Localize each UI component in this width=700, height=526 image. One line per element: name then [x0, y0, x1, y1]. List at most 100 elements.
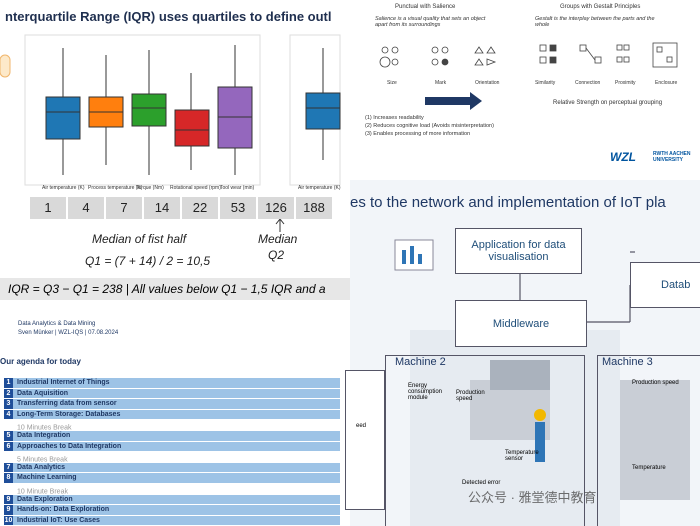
annotation: Q2 [268, 248, 285, 262]
boxplot-figure [0, 34, 341, 186]
agenda-row: 9 Hands-on: Data Exploration [4, 505, 340, 515]
number-cell: 7 [106, 197, 144, 219]
agenda-number: 3 [4, 399, 13, 409]
text: Gestalt is the interplay between the par… [535, 16, 655, 28]
agenda-row: 2 Data Aquisition [4, 388, 340, 399]
iqr-slide: nterquartile Range (IQR) uses quartiles … [0, 0, 350, 305]
machine-3-frame [597, 355, 700, 526]
machine-2-frame [385, 355, 585, 526]
number-cell: 126 [258, 197, 296, 219]
number-cell: 53 [220, 197, 258, 219]
agenda-row: 10 Minutes Break [4, 420, 340, 432]
benefit: (3) Enables processing of more informati… [365, 131, 471, 137]
slide-title: es to the network and implementation of … [350, 194, 666, 211]
agenda-row: 1 Industrial Internet of Things [4, 378, 340, 388]
machine-label: Machine 3 [602, 356, 653, 368]
heading: Punctual with Salience [395, 4, 456, 10]
agenda-item: Data Exploration [17, 495, 73, 503]
label: Connection [575, 80, 601, 86]
agenda-item: Data Analytics [17, 463, 65, 471]
agenda-row: 3 Transferring data from sensor [4, 399, 340, 409]
agenda-number: 6 [4, 441, 13, 452]
agenda-row: 9 Data Exploration [4, 494, 340, 505]
arrow [275, 219, 285, 232]
agenda-number: 2 [4, 388, 13, 399]
agenda-slide: Data Analytics & Data Mining Sven Münker… [0, 305, 350, 526]
agenda-item: Machine Learning [17, 474, 77, 482]
number-cell: 22 [182, 197, 220, 219]
number-cell: 4 [68, 197, 106, 219]
slide-title: nterquartile Range (IQR) uses quartiles … [5, 9, 332, 24]
logo: WZL [610, 150, 636, 164]
agenda-item: 10 Minutes Break [17, 424, 72, 432]
heading: Groups with Gestalt Principles [560, 4, 641, 10]
middleware-box: Middleware [455, 300, 587, 347]
benefit: (2) Reduces cognitive load (Avoids misin… [365, 123, 494, 129]
agenda-item: Industrial Internet of Things [17, 379, 110, 386]
gestalt-slide: Punctual with Salience Salience is a vis… [355, 0, 700, 180]
number-cell: 14 [144, 197, 182, 219]
agenda-row: 10 Industrial IoT: Use Cases [4, 515, 340, 526]
agenda-item: 10 Minute Break [17, 488, 68, 496]
agenda-number: 7 [4, 462, 13, 473]
agenda-number: 4 [4, 409, 13, 420]
label: Mark [435, 80, 447, 86]
agenda-number: 5 [4, 431, 13, 441]
agenda-number: 10 [4, 515, 13, 526]
watermark: 公众号 · 雅堂德中教育 [468, 490, 597, 505]
agenda-number [4, 452, 13, 462]
label: Proximity [615, 80, 636, 86]
agenda-item: Long-Term Storage: Databases [17, 410, 121, 418]
agenda-item: Hands-on: Data Exploration [17, 506, 110, 514]
text: Salience is a visual quality that sets a… [375, 16, 486, 28]
iqr-bar: IQR = Q3 − Q1 = 238 | All values below Q… [0, 278, 350, 300]
strength: Relative Strength on perceptual grouping [553, 100, 663, 106]
agenda-heading: Our agenda for today [0, 357, 81, 366]
agenda-row: 8 Machine Learning [4, 473, 340, 483]
agenda-item: 5 Minutes Break [17, 456, 68, 464]
box-caption: Air temperature (K) [298, 185, 341, 191]
iot-label: Energy consumption module [408, 383, 443, 401]
agenda-number: 8 [4, 473, 13, 483]
agenda-number [4, 484, 13, 494]
iot-label: Production speed [456, 390, 485, 402]
connections [394, 239, 690, 526]
agenda-number: 9 [4, 494, 13, 505]
course: Data Analytics & Data Mining [18, 321, 96, 327]
agenda-row: 7 Data Analytics [4, 462, 340, 473]
agenda-item: Data Aquisition [17, 389, 69, 397]
formula: Q1 = (7 + 14) / 2 = 10,5 [85, 254, 211, 268]
iot-label: Temperature sensor [505, 450, 539, 462]
agenda-number: 9 [4, 505, 13, 515]
agenda-row: 4 Long-Term Storage: Databases [4, 409, 340, 420]
agenda-number [4, 420, 13, 430]
annotation: Median [258, 232, 298, 246]
iot-label: Production speed [632, 380, 679, 386]
agenda-item: Data Integration [17, 432, 71, 439]
number-cell: 188 [296, 197, 334, 219]
annotation: Median of fist half [92, 232, 187, 246]
agenda-number: 1 [4, 378, 13, 388]
agenda-row: 5 Data Integration [4, 431, 340, 441]
box-caption: Air temperature (K) [42, 185, 85, 191]
agenda-item: Transferring data from sensor [17, 400, 117, 408]
box-caption: Tool wear (min) [220, 185, 255, 191]
box-caption: Process temperature (K) [88, 185, 143, 191]
database-box: Datab [630, 262, 700, 308]
author: Sven Münker | WZL-IQS | 07.08.2024 [18, 330, 119, 336]
machine-label: Machine 2 [395, 356, 446, 368]
agenda-row: 6 Approaches to Data Integration [4, 441, 340, 452]
box-caption: Rotational speed (rpm) [170, 185, 221, 191]
agenda-item: Approaches to Data Integration [17, 442, 122, 450]
benefit: (1) Increases readability [365, 115, 424, 121]
label: Size [387, 80, 397, 86]
left-box: eed [345, 370, 385, 510]
app-box: Application for data visualisation [455, 228, 582, 274]
iot-label: Temperature [632, 465, 666, 471]
agenda-row: 5 Minutes Break [4, 452, 340, 464]
iot-slide: es to the network and implementation of … [345, 180, 700, 526]
label: Orientation [475, 80, 500, 86]
gestalt-icons [379, 42, 678, 110]
agenda-item: Industrial IoT: Use Cases [17, 516, 100, 524]
